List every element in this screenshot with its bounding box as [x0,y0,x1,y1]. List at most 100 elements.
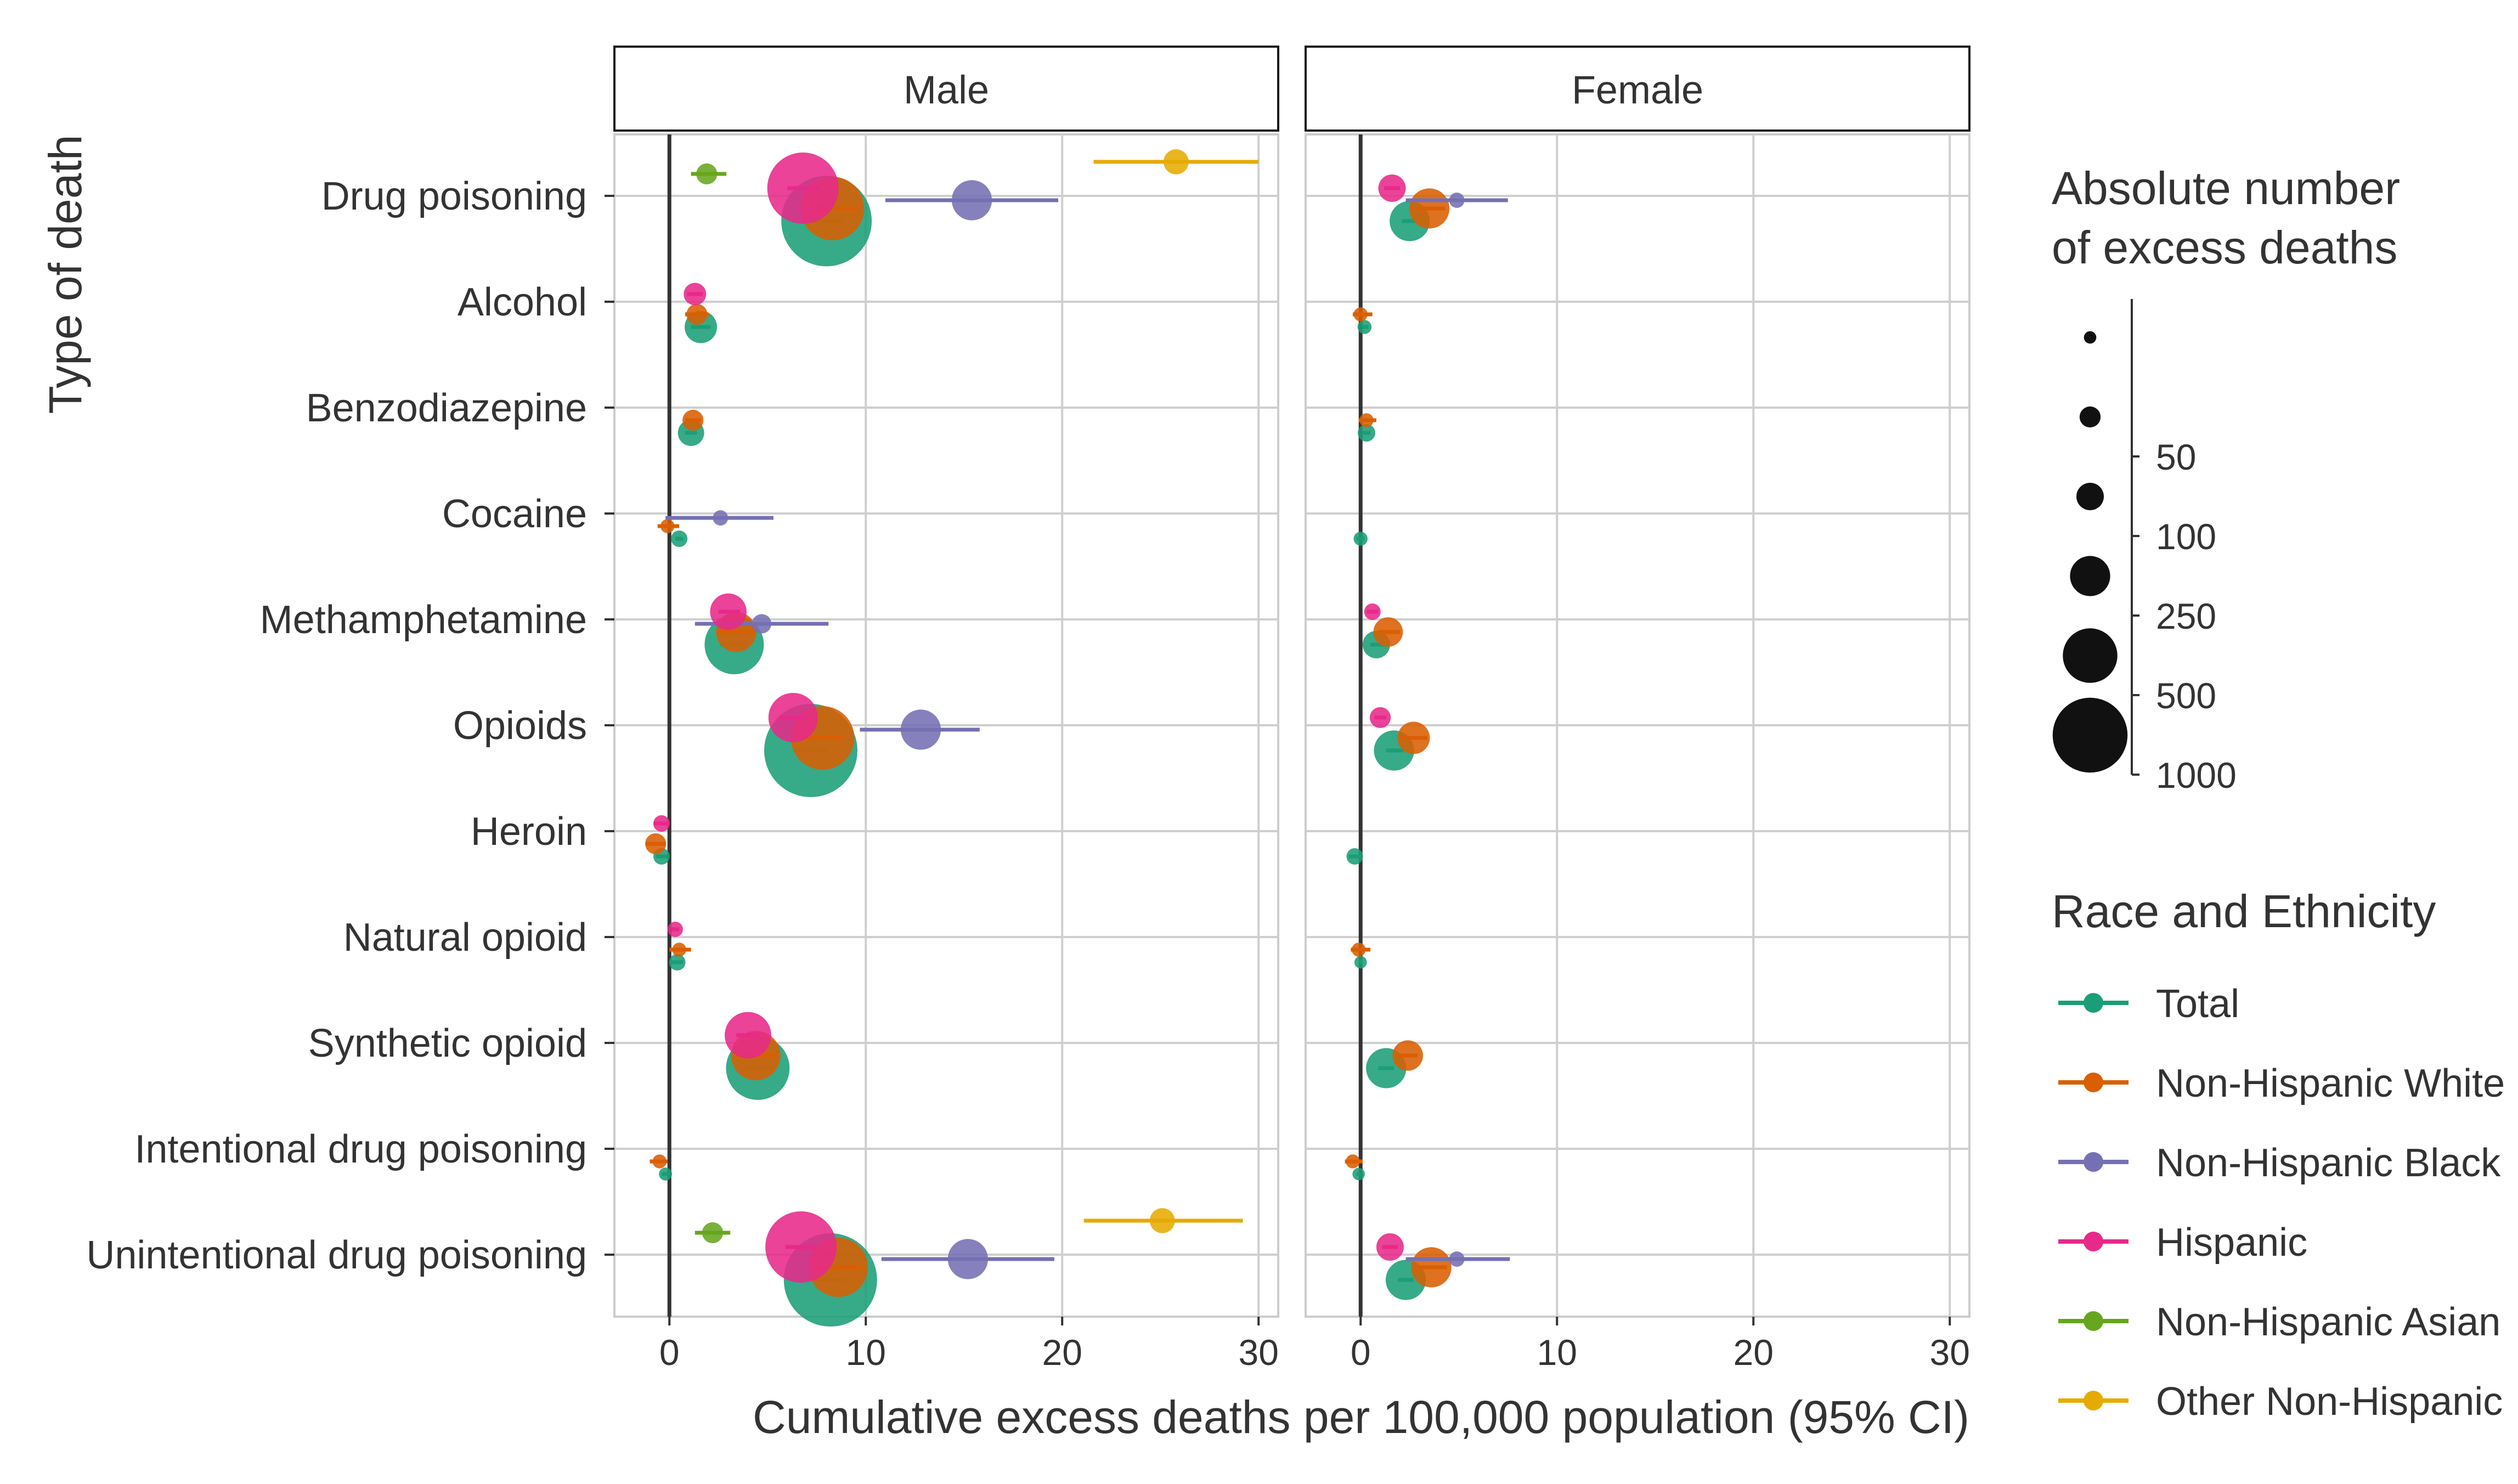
data-point [713,510,729,526]
color-legend-dot [2084,1391,2103,1410]
size-legend-label: 100 [2156,516,2216,557]
x-tick-label: 30 [1929,1332,1969,1373]
data-point [1378,174,1406,202]
data-point [1449,1251,1465,1267]
data-point [1353,532,1368,546]
data-point [1357,320,1372,334]
data-point [1358,424,1375,442]
size-legend-key [2079,406,2101,428]
color-legend-title: Race and Ethnicity [2052,885,2436,937]
color-legend-dot [2084,1311,2103,1331]
size-legend-label: 250 [2156,596,2216,636]
color-legend-label: Other Non-Hispanic [2156,1380,2503,1424]
size-legend-key [2063,628,2118,683]
color-legend-label: Non-Hispanic Black [2156,1141,2501,1185]
y-tick-label: Unintentional drug poisoning [86,1233,587,1277]
y-tick-label: Drug poisoning [321,174,587,218]
color-legend-label: Non-Hispanic Asian [2156,1300,2500,1344]
size-legend-key [2052,697,2128,773]
data-point [653,815,670,832]
data-point [684,283,707,306]
data-point [1359,413,1374,427]
x-tick-label: 10 [846,1332,886,1373]
data-point [768,693,818,742]
color-legend-label: Hispanic [2156,1221,2307,1265]
size-legend-label: 1000 [2156,755,2237,795]
x-tick-label: 20 [1734,1332,1774,1373]
data-point [686,303,708,325]
x-tick-label: 30 [1238,1332,1278,1373]
panel-female: Female 0 10 20 30 [1305,46,1971,1373]
data-point [951,180,992,221]
color-legend: Race and Ethnicity Total Non-Hispanic Whit… [2052,885,2505,1424]
data-point [1351,943,1366,957]
color-legend-label: Non-Hispanic White [2156,1062,2505,1105]
data-point [1409,188,1450,229]
x-tick-label: 0 [1351,1332,1371,1373]
series-hispanic [653,153,839,1283]
y-tick-label: Cocaine [442,492,587,536]
data-point [660,519,675,533]
data-point [947,1239,989,1279]
color-legend-dot [2084,1152,2103,1172]
y-tick-label: Heroin [471,810,587,854]
color-legend-dot [2084,993,2103,1013]
series-non-hispanic-white [645,177,868,1297]
series-other-non-hispanic [1083,149,1259,1233]
data-point [1397,721,1430,754]
data-point [659,1167,673,1181]
color-legend-label: Total [2156,982,2239,1026]
y-tick-label: Alcohol [458,280,587,324]
facet-label: Female [1572,69,1703,112]
series-non-hispanic-black [665,180,1059,1279]
data-point [696,163,718,185]
x-tick-label: 10 [1537,1332,1577,1373]
x-axis-title: Cumulative excess deaths per 100,000 pop… [753,1391,1969,1443]
data-point [668,922,683,937]
size-legend: Absolute number of excess deaths 50 100 250 5… [2052,162,2400,795]
facet-strip [1305,46,1971,132]
y-tick-label: Synthetic opioid [308,1022,587,1065]
facet-label: Male [904,69,989,112]
data-point [671,531,688,547]
series-non-hispanic-black [1405,193,1510,1267]
size-legend-label: 500 [2156,675,2216,716]
y-tick-label: Benzodiazepine [306,386,587,430]
data-point [1354,956,1367,969]
data-point [1376,1233,1404,1261]
data-point [767,153,839,224]
data-point [710,593,747,630]
size-legend-label: 50 [2156,437,2196,477]
data-point [1392,1040,1423,1071]
data-point [1411,1247,1452,1288]
data-point [900,709,941,750]
y-tick-label: Opioids [453,704,587,748]
data-point [1364,603,1381,620]
data-point [669,954,686,970]
size-legend-key [2084,331,2097,344]
y-axis-title: Type of death [39,134,91,414]
data-point [1353,307,1368,321]
size-legend-title: of excess deaths [2052,222,2397,273]
series-hispanic [1364,174,1406,1261]
data-point [1163,149,1189,174]
data-point [1449,193,1465,208]
data-point [682,409,704,431]
data-point [1149,1208,1175,1233]
facet-strip [613,46,1279,132]
data-point [672,943,686,957]
y-tick-label: Natural opioid [343,916,587,960]
y-tick-label: Intentional drug poisoning [134,1127,587,1171]
color-legend-dot [2084,1073,2103,1092]
data-point [645,833,667,855]
data-point [1373,617,1403,647]
y-tick-label: Methamphetamine [260,598,587,642]
x-tick-label: 20 [1042,1332,1082,1373]
panel-male: Male 0 10 20 30 [613,46,1279,1373]
color-legend-dot [2084,1232,2103,1251]
size-legend-title: Absolute number [2052,162,2400,214]
data-point [1346,848,1363,865]
data-point [702,1222,724,1244]
